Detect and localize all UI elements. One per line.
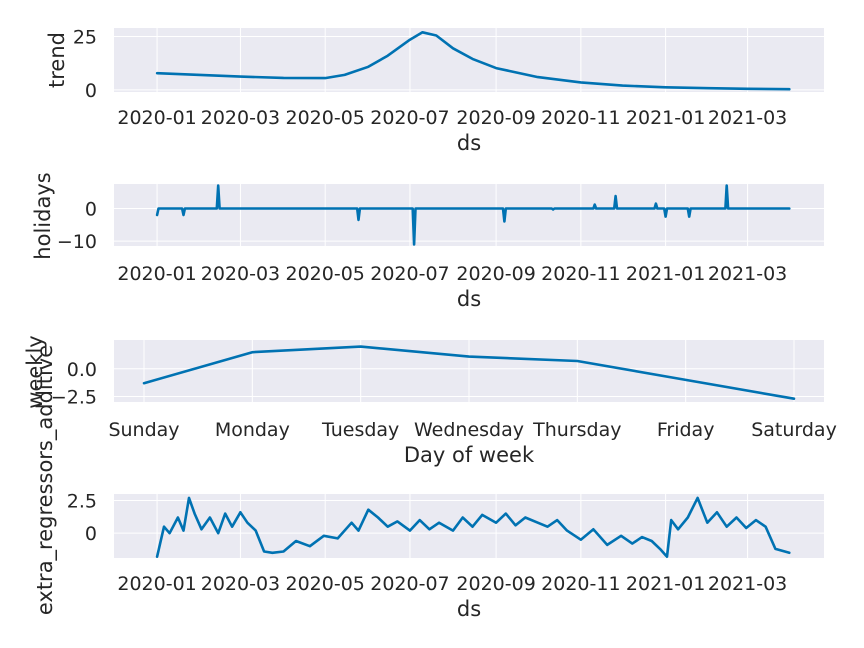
x-tick-label: 2020-09 <box>456 263 535 285</box>
subplot-weekly: Sunday Monday Tuesday Wednesday Thursday Frid… <box>23 335 837 467</box>
extra-series-line <box>155 496 791 559</box>
x-tick-label: 2020-09 <box>456 573 535 595</box>
x-tick-label: Wednesday <box>414 419 524 441</box>
x-tick-label: 2020-05 <box>285 263 364 285</box>
weekly-series-line <box>142 345 796 401</box>
x-tick-label: 2020-03 <box>201 263 280 285</box>
x-axis-label: ds <box>457 131 481 155</box>
x-tick-label: 2020-11 <box>541 573 620 595</box>
subplot-extra: 2020-01 2020-03 2020-05 2020-07 2020-09 2020-… <box>33 345 824 621</box>
x-tick-label: 2020-07 <box>370 263 449 285</box>
x-tick-label: Saturday <box>751 419 837 441</box>
x-tick-label: 2020-05 <box>285 107 364 129</box>
trend-series-line <box>155 30 791 91</box>
x-tick-label: 2020-11 <box>541 263 620 285</box>
y-tick-label: 0 <box>85 523 97 545</box>
x-tick-label: 2021-01 <box>626 107 705 129</box>
x-tick-label: Tuesday <box>321 419 399 441</box>
plot-area <box>114 28 824 92</box>
y-axis-label: weekly <box>23 335 47 408</box>
x-axis-label: Day of week <box>404 443 535 467</box>
x-tick-label: 2021-03 <box>708 263 787 285</box>
y-tick-label: 0 <box>85 80 97 102</box>
plot-area <box>114 184 824 246</box>
y-axis-label: extra_regressors_additive <box>33 345 58 615</box>
x-tick-label: 2020-07 <box>370 107 449 129</box>
y-axis-label: holidays <box>31 172 55 259</box>
x-tick-label: 2020-05 <box>285 573 364 595</box>
x-tick-label: 2020-03 <box>201 573 280 595</box>
x-tick-label: 2020-01 <box>117 263 196 285</box>
x-axis-label: ds <box>457 287 481 311</box>
x-tick-label: Monday <box>215 419 290 441</box>
x-tick-label: 2021-03 <box>708 573 787 595</box>
y-tick-label: −2.5 <box>51 386 97 408</box>
x-tick-label: Friday <box>657 419 715 441</box>
x-axis-label: ds <box>457 597 481 621</box>
x-tick-label: 2020-07 <box>370 573 449 595</box>
x-tick-label: 2020-03 <box>201 107 280 129</box>
y-tick-label: 0.0 <box>67 359 97 381</box>
x-tick-label: 2020-11 <box>541 107 620 129</box>
y-tick-label: −10 <box>57 231 97 253</box>
y-tick-label: 0 <box>85 198 97 220</box>
holidays-series-line <box>155 184 791 246</box>
x-tick-label: Thursday <box>532 419 621 441</box>
x-tick-label: 2020-01 <box>117 107 196 129</box>
x-tick-label: 2020-01 <box>117 573 196 595</box>
y-tick-label: 2.5 <box>67 491 97 513</box>
x-tick-label: 2021-03 <box>708 107 787 129</box>
y-tick-label: 25 <box>73 27 97 49</box>
subplot-trend: 2020-01 2020-03 2020-05 2020-07 2020-09 2020-… <box>45 27 824 155</box>
x-tick-label: 2020-09 <box>456 107 535 129</box>
subplot-holidays: 2020-01 2020-03 2020-05 2020-07 2020-09 2020-… <box>31 172 824 311</box>
x-tick-label: 2021-01 <box>626 263 705 285</box>
x-tick-label: Sunday <box>108 419 179 441</box>
x-tick-label: 2021-01 <box>626 573 705 595</box>
y-axis-label: trend <box>45 32 69 88</box>
